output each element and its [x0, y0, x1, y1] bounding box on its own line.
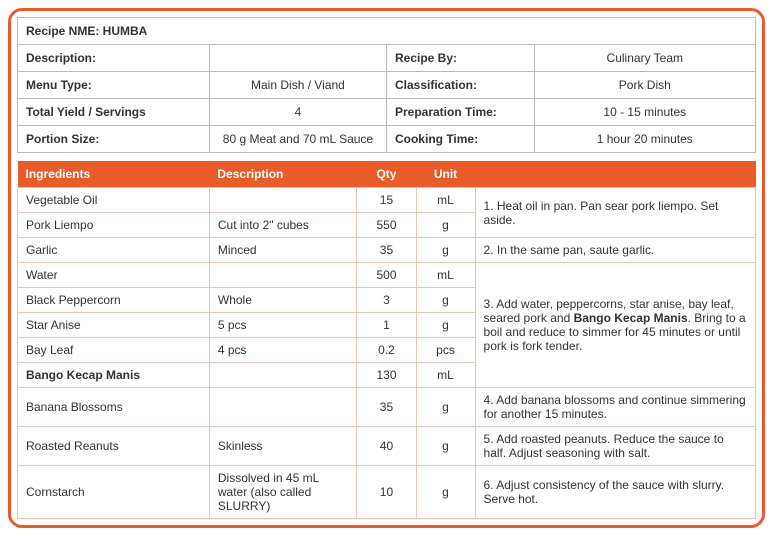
instruction-step-5: 5. Add roasted peanuts. Reduce the sauce…: [475, 427, 755, 466]
value-portion-size: 80 g Meat and 70 mL Sauce: [209, 126, 386, 153]
ingredients-header-row: Ingredients Description Qty Unit: [18, 161, 756, 188]
label-menu-type: Menu Type:: [18, 72, 210, 99]
ing-desc: Skinless: [209, 427, 357, 466]
table-row: Garlic Minced 35 g 2. In the same pan, s…: [18, 238, 756, 263]
label-recipe-by: Recipe By:: [386, 45, 534, 72]
instruction-step-6: 6. Adjust consistency of the sauce with …: [475, 466, 755, 519]
instruction-step-2: 2. In the same pan, saute garlic.: [475, 238, 755, 263]
label-portion-size: Portion Size:: [18, 126, 210, 153]
ing-qty: 1: [357, 313, 416, 338]
label-total-yield: Total Yield / Servings: [18, 99, 210, 126]
ing-unit: g: [416, 238, 475, 263]
ing-name: Garlic: [18, 238, 210, 263]
ing-unit: mL: [416, 363, 475, 388]
ing-desc: 4 pcs: [209, 338, 357, 363]
table-row: Water 500 mL 3. Add water, peppercorns, …: [18, 263, 756, 288]
ing-qty: 10: [357, 466, 416, 519]
recipe-card: Recipe NME: HUMBA Description: Recipe By…: [8, 8, 765, 528]
ing-qty: 15: [357, 188, 416, 213]
ing-unit: g: [416, 313, 475, 338]
ing-qty: 40: [357, 427, 416, 466]
ing-desc: [209, 263, 357, 288]
ing-unit: mL: [416, 263, 475, 288]
ing-desc: [209, 188, 357, 213]
ing-qty: 35: [357, 388, 416, 427]
col-description: Description: [209, 161, 357, 188]
value-classification: Pork Dish: [534, 72, 755, 99]
ing-desc: Whole: [209, 288, 357, 313]
ing-qty: 500: [357, 263, 416, 288]
ing-unit: g: [416, 427, 475, 466]
ing-qty: 35: [357, 238, 416, 263]
col-instructions: [475, 161, 755, 188]
ing-name: Cornstarch: [18, 466, 210, 519]
recipe-title: Recipe NME: HUMBA: [18, 18, 756, 45]
ing-desc: [209, 363, 357, 388]
label-classification: Classification:: [386, 72, 534, 99]
ing-qty: 550: [357, 213, 416, 238]
label-cook-time: Cooking Time:: [386, 126, 534, 153]
col-unit: Unit: [416, 161, 475, 188]
ing-name: Black Peppercorn: [18, 288, 210, 313]
ingredients-table: Ingredients Description Qty Unit Vegetab…: [17, 161, 756, 519]
ing-name: Bango Kecap Manis: [18, 363, 210, 388]
col-qty: Qty: [357, 161, 416, 188]
table-row: Vegetable Oil 15 mL 1. Heat oil in pan. …: [18, 188, 756, 213]
ing-unit: g: [416, 388, 475, 427]
ing-name: Star Anise: [18, 313, 210, 338]
value-recipe-by: Culinary Team: [534, 45, 755, 72]
ing-name: Bay Leaf: [18, 338, 210, 363]
ing-qty: 3: [357, 288, 416, 313]
ing-unit: g: [416, 466, 475, 519]
instruction-step-1: 1. Heat oil in pan. Pan sear pork liempo…: [475, 188, 755, 238]
label-description: Description:: [18, 45, 210, 72]
ing-desc: Cut into 2" cubes: [209, 213, 357, 238]
step3-bold: Bango Kecap Manis: [574, 311, 688, 325]
ing-unit: pcs: [416, 338, 475, 363]
meta-table: Recipe NME: HUMBA Description: Recipe By…: [17, 17, 756, 153]
ing-desc: [209, 388, 357, 427]
value-menu-type: Main Dish / Viand: [209, 72, 386, 99]
ing-unit: g: [416, 213, 475, 238]
value-cook-time: 1 hour 20 minutes: [534, 126, 755, 153]
ing-desc: Minced: [209, 238, 357, 263]
instruction-step-4: 4. Add banana blossoms and continue simm…: [475, 388, 755, 427]
ing-qty: 0.2: [357, 338, 416, 363]
table-row: Banana Blossoms 35 g 4. Add banana bloss…: [18, 388, 756, 427]
value-prep-time: 10 - 15 minutes: [534, 99, 755, 126]
ing-desc: Dissolved in 45 mL water (also called SL…: [209, 466, 357, 519]
ing-name: Banana Blossoms: [18, 388, 210, 427]
ing-unit: mL: [416, 188, 475, 213]
table-row: Roasted Reanuts Skinless 40 g 5. Add roa…: [18, 427, 756, 466]
instruction-step-3: 3. Add water, peppercorns, star anise, b…: [475, 263, 755, 388]
ing-name: Water: [18, 263, 210, 288]
ing-name: Roasted Reanuts: [18, 427, 210, 466]
ing-name: Pork Liempo: [18, 213, 210, 238]
col-ingredients: Ingredients: [18, 161, 210, 188]
ing-qty: 130: [357, 363, 416, 388]
value-description: [209, 45, 386, 72]
ing-desc: 5 pcs: [209, 313, 357, 338]
ing-name: Vegetable Oil: [18, 188, 210, 213]
table-row: Cornstarch Dissolved in 45 mL water (als…: [18, 466, 756, 519]
ing-unit: g: [416, 288, 475, 313]
value-total-yield: 4: [209, 99, 386, 126]
label-prep-time: Preparation Time:: [386, 99, 534, 126]
